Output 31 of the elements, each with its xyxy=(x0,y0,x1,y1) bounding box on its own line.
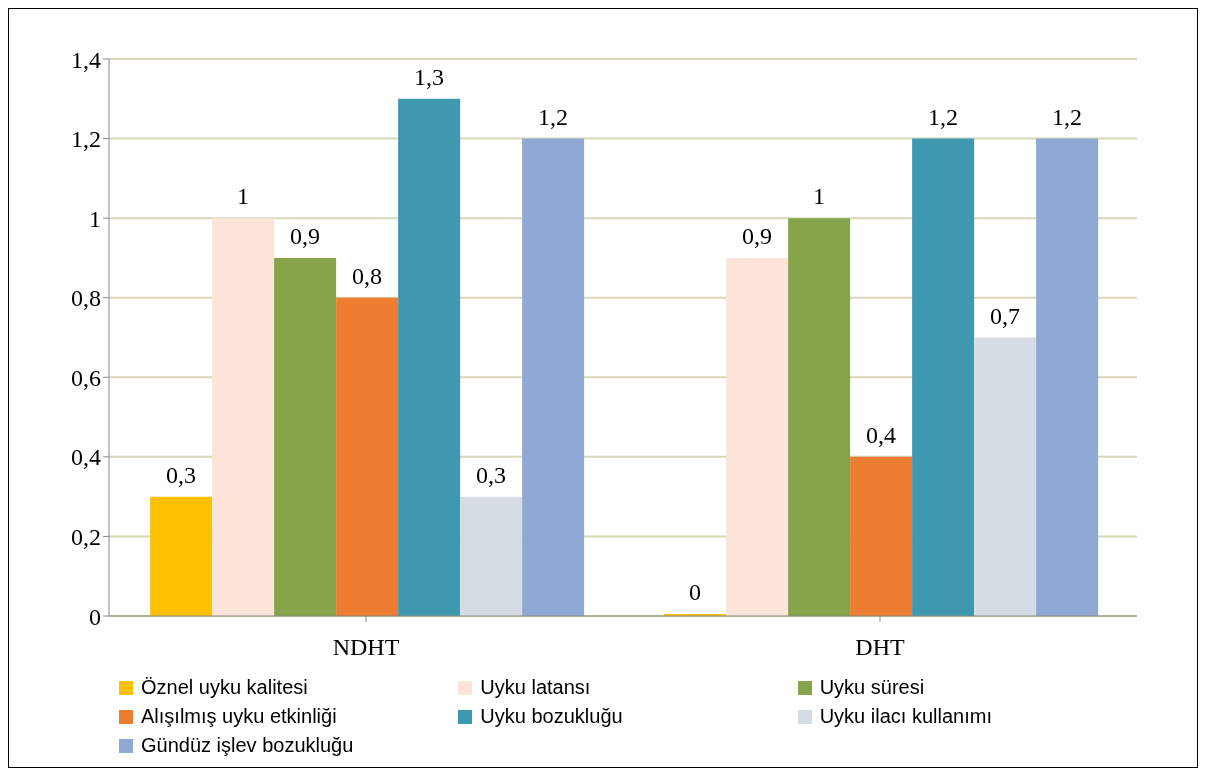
data-label: 1,2 xyxy=(1052,103,1083,130)
y-tick-label: 0,6 xyxy=(71,364,101,391)
y-tick-label: 0,8 xyxy=(71,285,101,312)
data-label: 1,2 xyxy=(928,103,959,130)
y-tick-label: 1,2 xyxy=(71,126,101,153)
data-label: 1 xyxy=(237,183,250,210)
x-tick-label: NDHT xyxy=(332,634,400,661)
data-label: 0,3 xyxy=(166,461,197,488)
data-label: 1,2 xyxy=(538,103,569,130)
y-tick-label: 0,2 xyxy=(71,523,101,550)
legend-label: Gündüz işlev bozukluğu xyxy=(141,734,354,757)
data-label: 0,3 xyxy=(476,461,507,488)
y-tick-label: 1 xyxy=(89,205,101,232)
legend-label: Uyku bozukluğu xyxy=(480,705,623,728)
x-tick-label: DHT xyxy=(855,634,905,661)
data-label: 1,3 xyxy=(414,63,445,90)
data-label: 1 xyxy=(813,183,826,210)
legend-label: Uyku latansı xyxy=(480,676,591,699)
legend-label: Alışılmış uyku etkinliği xyxy=(141,705,337,728)
legend-label: Öznel uyku kalitesi xyxy=(141,676,308,699)
legend-label: Uyku süresi xyxy=(819,676,925,699)
data-label: 0,9 xyxy=(290,222,321,249)
y-tick-label: 1,4 xyxy=(71,46,101,73)
data-label: 0,7 xyxy=(990,302,1021,329)
data-label: 0,9 xyxy=(742,222,773,249)
data-label: 0 xyxy=(689,579,702,605)
y-tick-label: 0,4 xyxy=(71,444,101,471)
y-tick-label: 0 xyxy=(89,603,101,630)
data-label: 0,4 xyxy=(866,421,897,448)
data-label: 0,8 xyxy=(352,262,383,289)
legend-label: Uyku ilacı kullanımı xyxy=(819,705,992,728)
